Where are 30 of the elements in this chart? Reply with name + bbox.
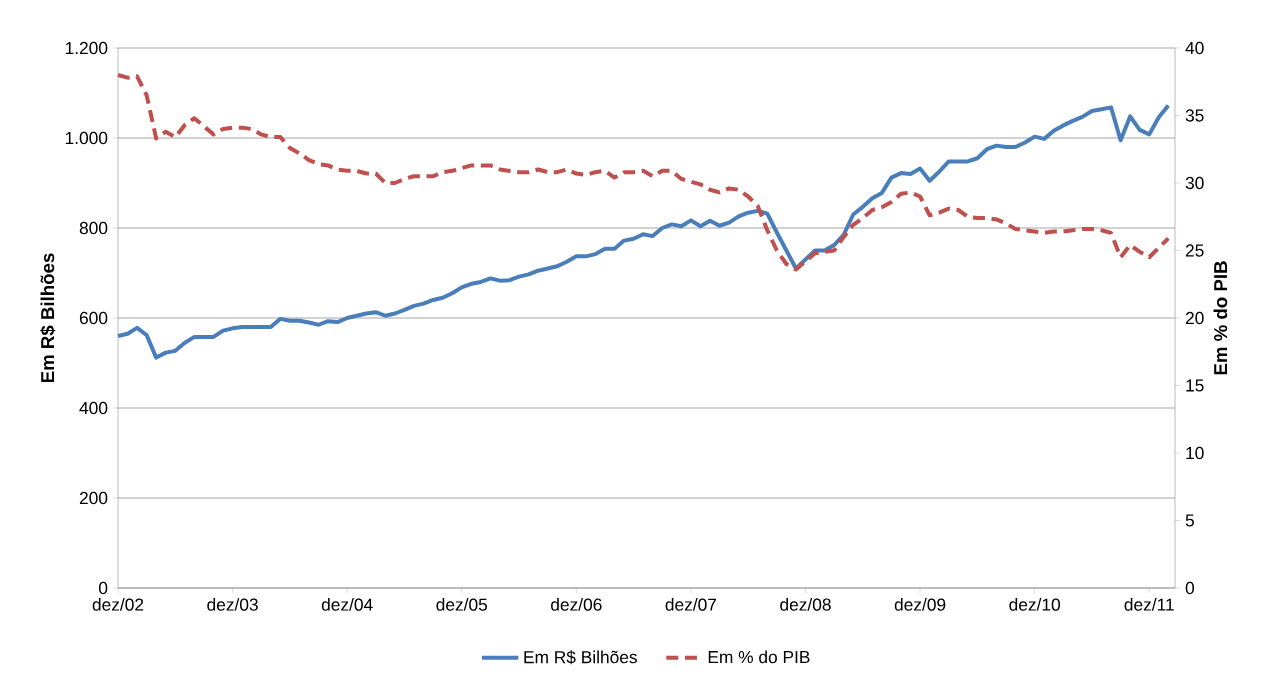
y2-tick-label: 15: [1186, 379, 1204, 392]
x-tick-label: dez/10: [1009, 598, 1060, 611]
y2-tick-label: 20: [1185, 311, 1204, 325]
y-tick-label: 1.000: [65, 131, 108, 145]
y-tick-label: 1.200: [65, 41, 108, 55]
y2-tick-label: 5: [1185, 514, 1194, 527]
legend-label: Em R$ Bilhões: [524, 650, 637, 665]
y-tick-label: 600: [79, 311, 108, 325]
y2-tick-label: 0: [1185, 581, 1195, 595]
y-tick-label: 200: [79, 491, 108, 505]
y2-axis-title: Em % do PIB: [1213, 261, 1228, 375]
x-tick-label: dez/08: [780, 598, 831, 611]
y2-tick-label: 25: [1185, 244, 1204, 257]
x-tick-label: dez/02: [92, 598, 144, 611]
x-tick-label: dez/09: [894, 598, 946, 611]
y2-tick-label: 40: [1185, 41, 1204, 55]
y2-tick-label: 35: [1185, 109, 1204, 122]
x-tick-label: dez/06: [551, 598, 602, 611]
y-tick-label: 800: [79, 221, 108, 235]
y2-tick-label: 10: [1186, 446, 1204, 460]
x-tick-label: dez/07: [665, 598, 717, 611]
legend-label: Em % do PIB: [708, 650, 810, 664]
x-tick-label: dez/03: [207, 598, 258, 611]
x-tick-label: dez/05: [436, 598, 488, 611]
x-tick-label: dez/04: [321, 598, 373, 611]
y-tick-label: 400: [79, 401, 108, 415]
y2-tick-label: 30: [1185, 176, 1204, 190]
y-axis-title: Em R$ Bilhões: [40, 253, 56, 383]
x-tick-label: dez/11: [1124, 598, 1174, 611]
y-tick-label: 0: [98, 581, 108, 595]
